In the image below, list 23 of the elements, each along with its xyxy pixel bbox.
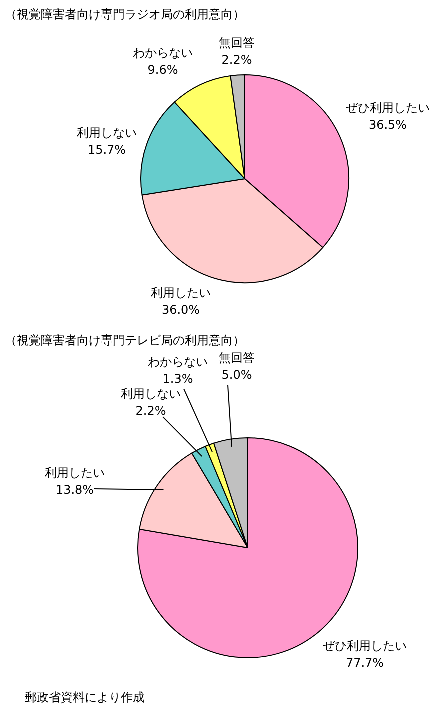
value-label: 13.8%: [56, 482, 94, 497]
value-label: 2.2%: [136, 404, 166, 418]
category-label: ぜひ利用したい: [323, 638, 407, 653]
title: （視覚障害者向け専門ラジオ局の利用意向）: [5, 7, 245, 22]
category-label: わからない: [148, 354, 208, 369]
value-label: 5.0%: [222, 368, 252, 382]
annotation: 郵政省資料により作成: [25, 690, 145, 704]
category-label: ぜひ利用したい: [346, 100, 430, 115]
value-label: 36.0%: [162, 302, 200, 317]
value-label: 1.3%: [162, 372, 194, 386]
title: （視覚障害者向け専門テレビ局の利用意向）: [5, 333, 245, 348]
category-label: 無回答: [219, 36, 255, 50]
value-label: 15.7%: [88, 142, 126, 157]
category-label: 利用しない: [121, 386, 181, 401]
value-label: 77.7%: [346, 656, 384, 670]
category-label: 利用しない: [77, 126, 137, 140]
category-label: 無回答: [219, 350, 255, 365]
value-label: 36.5%: [368, 118, 408, 132]
category-label: 利用したい: [45, 466, 105, 480]
value-label: 2.2%: [222, 52, 252, 67]
category-label: 利用したい: [151, 286, 211, 300]
value-label: 9.6%: [148, 62, 178, 77]
category-label: わからない: [133, 46, 193, 60]
